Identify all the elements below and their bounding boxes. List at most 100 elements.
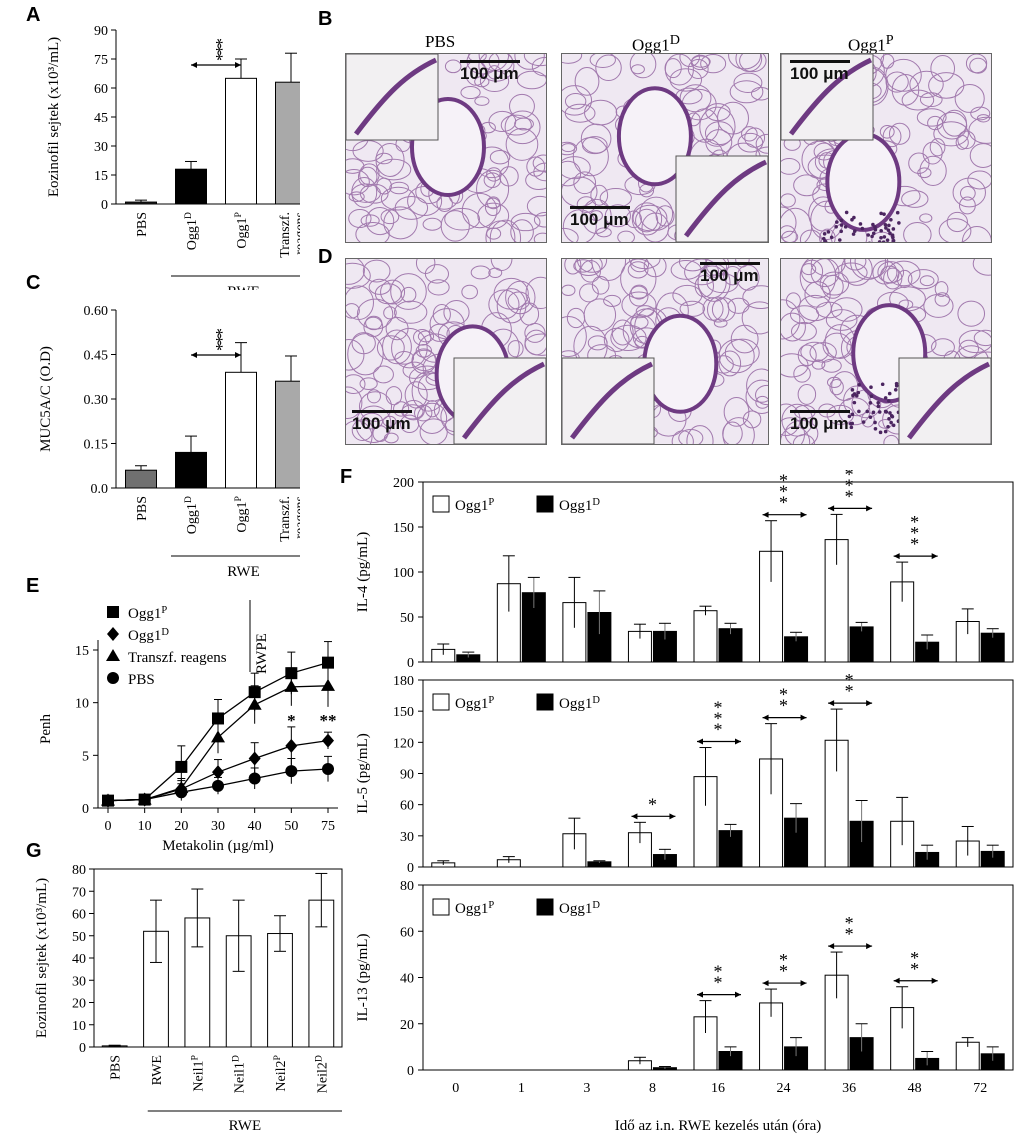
alveolus <box>416 402 448 434</box>
y-tick-label: 40 <box>400 972 414 987</box>
alveolus <box>393 401 410 417</box>
alveolus <box>934 292 950 307</box>
data-point-triangle <box>284 679 299 692</box>
alveolus <box>574 66 600 96</box>
alveolus <box>488 267 503 278</box>
scale-bar: 100 μm <box>570 206 630 230</box>
alveolus <box>919 275 935 287</box>
y-tick-label: 0 <box>79 1041 86 1056</box>
alveolus <box>781 225 797 242</box>
x-tick-label: 10 <box>138 819 152 834</box>
alveolus <box>934 281 949 297</box>
inflammatory-cell <box>876 400 881 405</box>
inflammatory-cell <box>848 421 853 426</box>
alveolus <box>461 192 498 229</box>
x-tick-label-ogg1p: Ogg1P <box>233 211 251 248</box>
alveolus <box>470 265 491 280</box>
inflammatory-cell <box>881 240 886 242</box>
alveolus <box>664 58 682 79</box>
x-tick-label-text: Neil2P <box>272 1054 290 1091</box>
legend-label-ogg1d: Ogg1D <box>559 695 600 713</box>
alveolus <box>444 59 462 74</box>
inflammatory-cell <box>868 401 873 405</box>
significance-label-star: * <box>845 913 854 933</box>
bar-ogg1d <box>175 168 207 205</box>
alveolus <box>704 121 734 146</box>
alveolus <box>704 259 728 278</box>
inflammatory-cell <box>882 235 887 239</box>
significance-label-star: * <box>845 475 854 495</box>
alveolus <box>589 54 616 68</box>
inflammatory-cell <box>837 238 842 242</box>
inflammatory-cell <box>834 224 838 229</box>
inflammatory-cell <box>891 227 896 231</box>
alveolus <box>531 56 546 77</box>
alveolus <box>729 80 764 104</box>
alveolus <box>376 335 405 361</box>
alveolus <box>907 269 939 290</box>
inflammatory-cell <box>873 227 878 232</box>
alveolus <box>804 281 831 308</box>
y-tick-label: 30 <box>72 974 86 989</box>
alveolus <box>797 383 817 405</box>
alveolus <box>655 205 675 227</box>
alveolus <box>968 116 991 144</box>
significance-label-star: * <box>910 512 919 532</box>
significance-label-star: * <box>845 681 854 701</box>
x-tick-label: 50 <box>284 819 298 834</box>
alveolus <box>417 330 435 343</box>
alveolus <box>969 143 991 168</box>
alveolus <box>595 54 622 82</box>
alveolus <box>694 274 715 298</box>
y-tick-label: 0 <box>82 802 89 817</box>
alveolus <box>415 259 436 275</box>
bar-ogg1d <box>175 451 207 489</box>
alveolus <box>954 83 985 113</box>
data-point-triangle <box>247 697 262 710</box>
x-tick-label-text: Neil2D <box>313 1055 331 1093</box>
alveolus <box>797 344 817 367</box>
legend-swatch-ogg1d <box>536 495 554 513</box>
alveolus <box>781 312 806 342</box>
significance-arrow-head-left <box>762 714 769 721</box>
significance-label-star: * <box>648 794 657 814</box>
inflammatory-cell <box>883 429 888 434</box>
inset-epithelium <box>570 361 654 440</box>
alveolus <box>916 108 947 127</box>
alveolus <box>580 123 612 154</box>
micrograph-b-pbs <box>345 53 547 243</box>
y-tick-label: 60 <box>94 82 108 97</box>
data-point-circle <box>285 765 298 778</box>
inflammatory-cell <box>879 229 883 233</box>
scale-bar-line <box>352 410 412 413</box>
significance-label-star: * <box>714 709 723 729</box>
alveolus <box>727 297 750 314</box>
alveolus <box>380 279 406 305</box>
y-tick-label: 150 <box>393 521 414 536</box>
significance-label-star: * <box>714 973 723 993</box>
significance-label: *** <box>212 328 232 351</box>
alveolus <box>479 70 510 93</box>
significance-label: *** <box>212 38 232 61</box>
inflammatory-cell <box>891 238 896 242</box>
alveolus <box>886 260 921 287</box>
legend-label-ogg1d: Ogg1D <box>559 900 600 918</box>
y-tick-label: 90 <box>94 24 108 39</box>
significance-label-star: * <box>910 948 919 968</box>
alveolus <box>507 291 531 310</box>
x-tick-label: 75 <box>321 819 335 834</box>
data-point-triangle <box>321 678 335 691</box>
x-tick-label-ogg1d: Ogg1D <box>183 212 201 250</box>
alveolus <box>928 72 965 99</box>
scale-bar-line <box>460 60 520 63</box>
bar-transzf-reagens <box>275 81 300 205</box>
alveolus <box>524 322 546 343</box>
alveolus <box>424 400 440 418</box>
alveolus <box>938 218 972 242</box>
x-tick-label-text: Neil1P <box>189 1054 207 1091</box>
micrograph-d-ogg1d <box>561 258 769 445</box>
alveolus <box>590 184 609 206</box>
inflammatory-cell <box>850 388 855 392</box>
x-axis-label: Idő az i.n. RWE kezelés után (óra) <box>615 1118 822 1134</box>
